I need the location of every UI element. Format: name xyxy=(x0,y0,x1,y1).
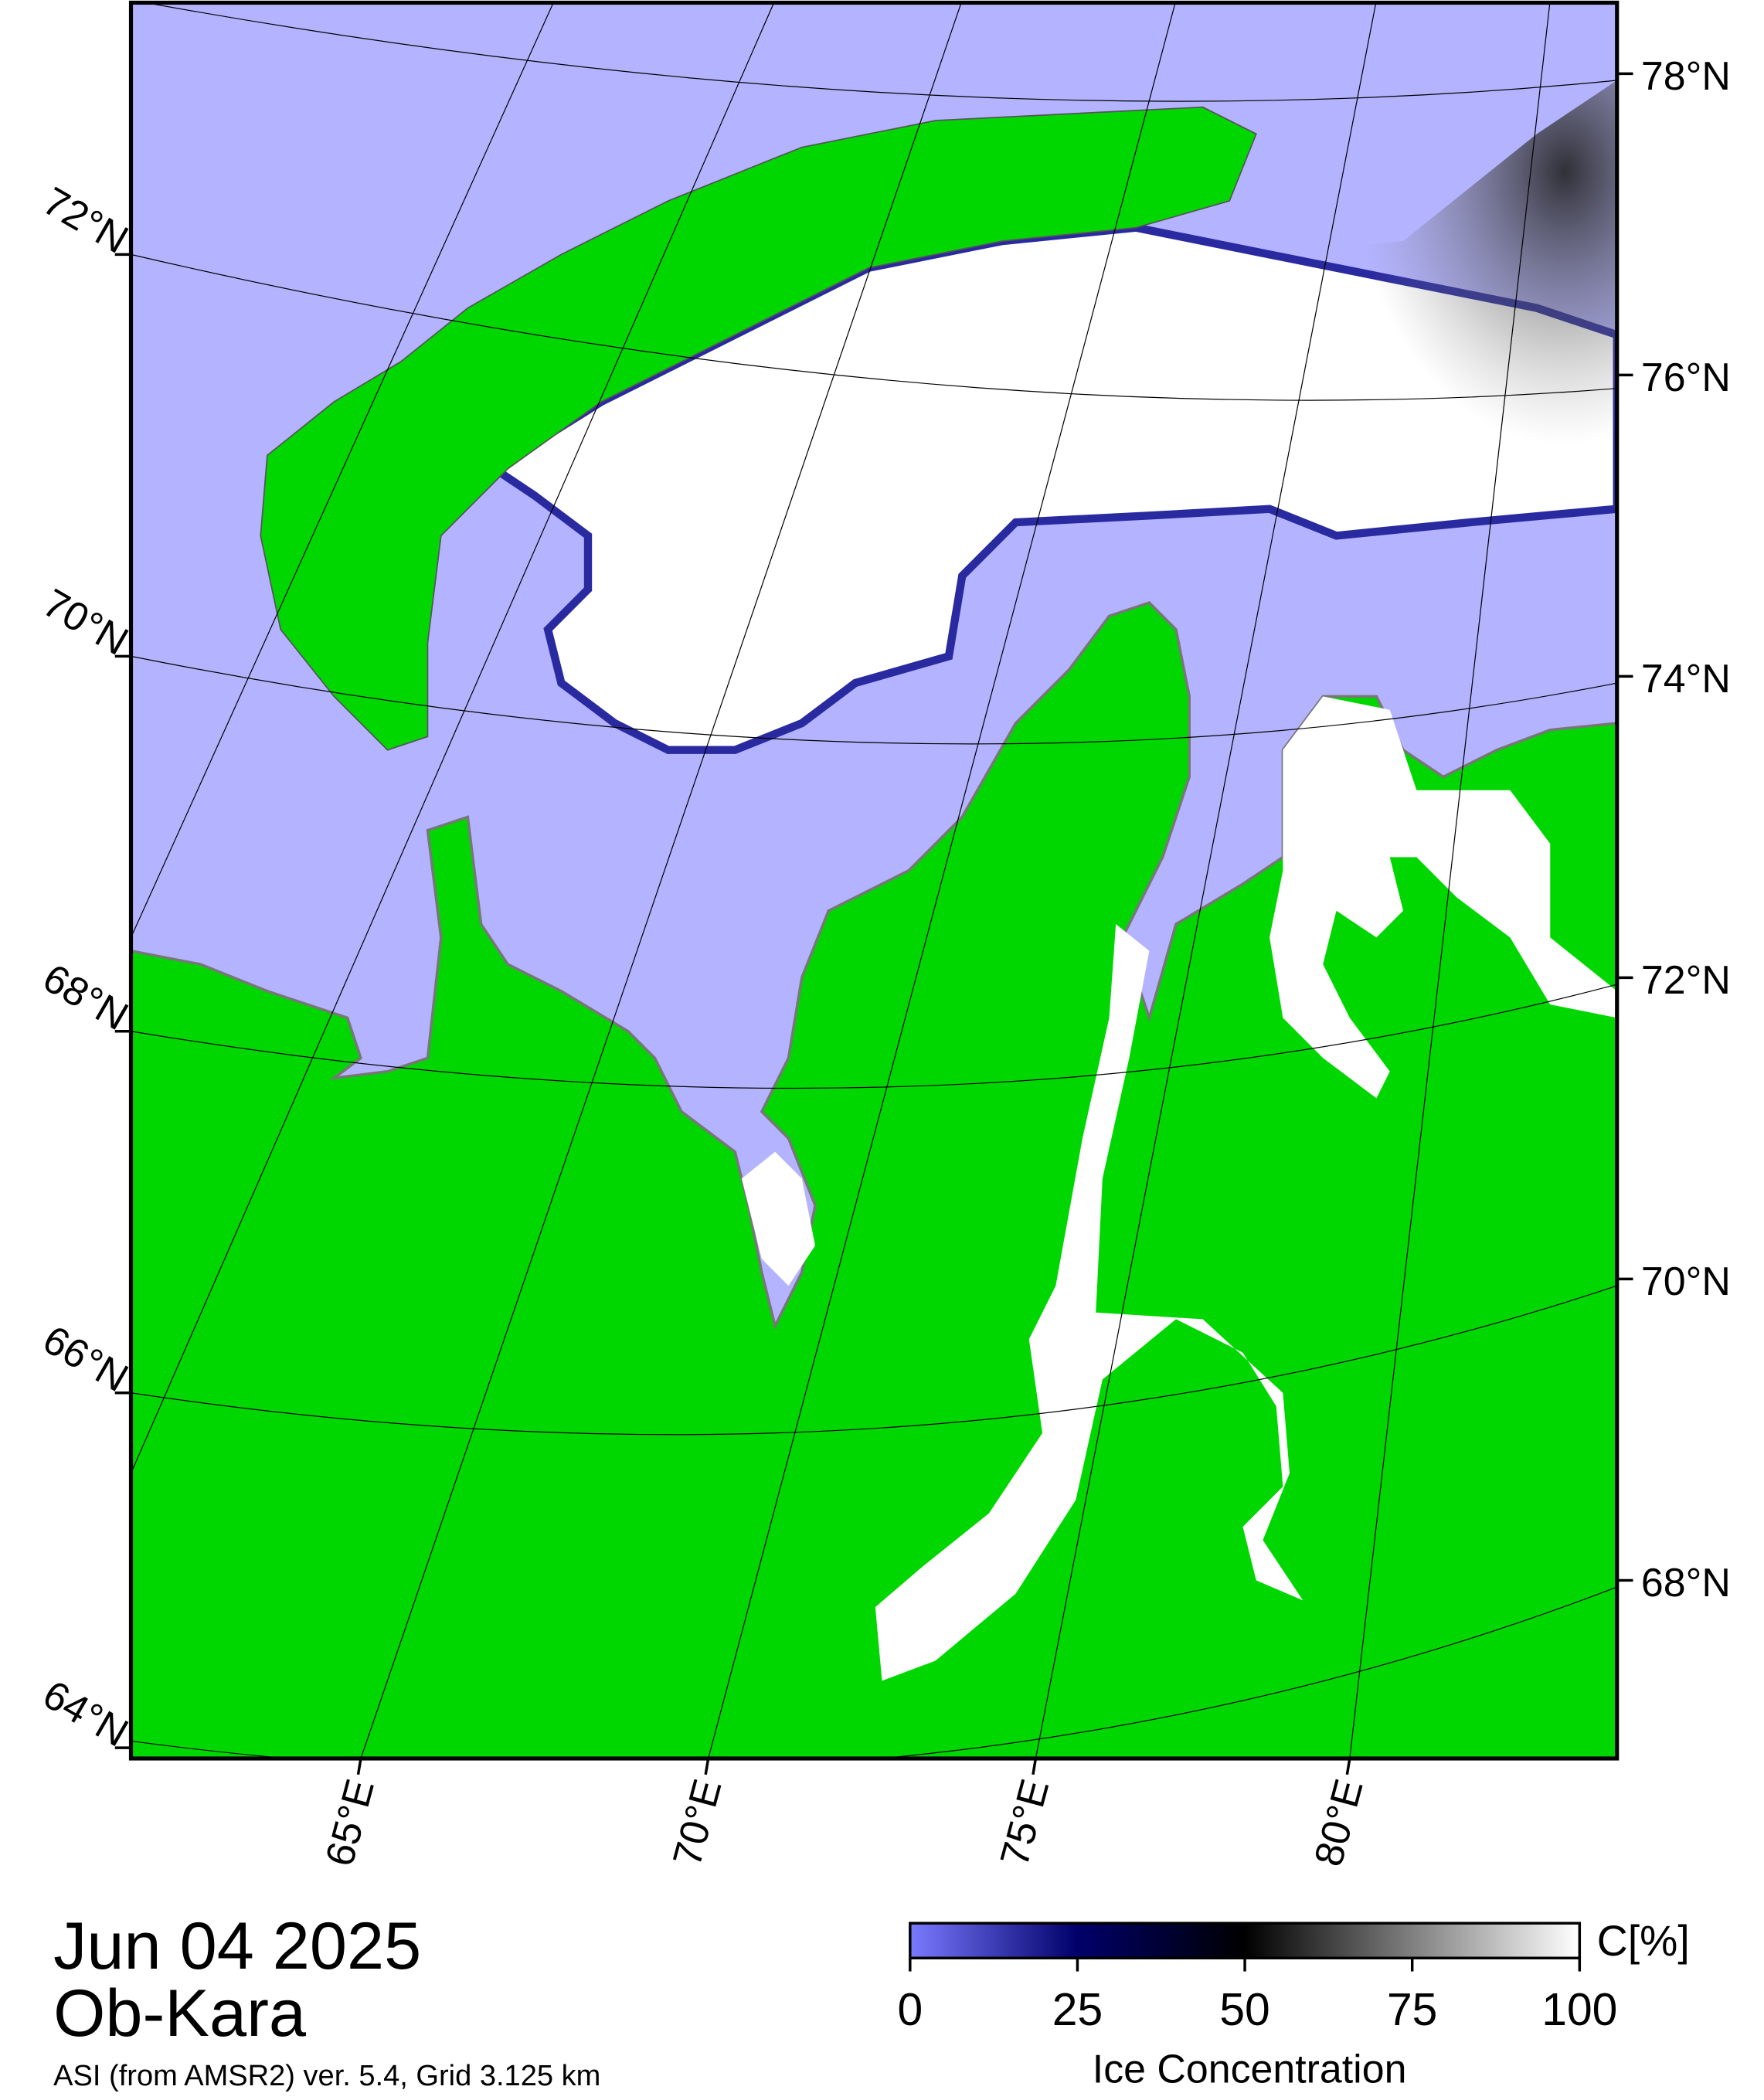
colorbar-unit: C[%] xyxy=(1597,1917,1690,1965)
latitude-label: 68°N xyxy=(1641,1561,1731,1606)
colorbar-tick-label: 75 xyxy=(1387,1985,1437,2035)
ob-bay-ice xyxy=(875,924,1303,1681)
colorbar-tick-label: 100 xyxy=(1541,1985,1617,2035)
parallel xyxy=(131,1285,1617,1436)
latitude-label: 72°N xyxy=(1641,958,1731,1003)
latitude-label: 76°N xyxy=(1641,355,1731,400)
parallel xyxy=(131,1586,1617,1758)
colorbar-tick-label: 25 xyxy=(1052,1985,1103,2035)
meridian xyxy=(360,2,962,1758)
graticule-tick xyxy=(1032,1758,1038,1775)
longitude-label: 70°E xyxy=(664,1775,730,1871)
colorbar-label: Ice Concentration xyxy=(1093,2047,1407,2092)
parallel xyxy=(131,984,1617,1089)
graticule-tick xyxy=(704,1758,710,1775)
meridian xyxy=(131,2,775,1474)
longitude-label: 75°E xyxy=(992,1775,1058,1871)
source-note: ASI (from AMSR2) ver. 5.4, Grid 3.125 km xyxy=(53,2060,600,2092)
latitude-label: 66°N xyxy=(36,1317,135,1401)
graticule-tick xyxy=(356,1758,362,1775)
graticule xyxy=(131,2,1617,1758)
map-frame xyxy=(128,0,1620,1761)
latitude-label: 78°N xyxy=(1641,54,1731,99)
parallel xyxy=(143,2,1617,102)
dense-pack-ice xyxy=(1269,80,1617,536)
latitude-label: 70°N xyxy=(1641,1259,1731,1304)
latitude-label: 68°N xyxy=(36,956,135,1039)
coastal-ice xyxy=(741,1151,816,1286)
mainland xyxy=(131,601,1617,1758)
latitude-label: 72°N xyxy=(36,178,135,262)
map-area xyxy=(131,2,1617,1758)
meridian xyxy=(1035,2,1377,1758)
graticule-tick xyxy=(1345,1758,1351,1775)
gydan-bay-ice xyxy=(1269,696,1617,1099)
longitude-label: 65°E xyxy=(318,1775,383,1871)
parallel xyxy=(131,253,1617,401)
meridian xyxy=(708,2,1176,1758)
latitude-label: 70°N xyxy=(36,580,135,664)
meridian xyxy=(131,2,554,938)
latitude-label: 74°N xyxy=(1641,657,1731,702)
colorbar xyxy=(909,1922,1582,1959)
latitude-label: 64°N xyxy=(36,1672,135,1755)
meridian xyxy=(1349,2,1551,1758)
colorbar-tick-label: 0 xyxy=(897,1985,923,2035)
parallel xyxy=(131,655,1617,745)
colorbar-tick-label: 50 xyxy=(1219,1985,1269,2035)
novaya-zemlya xyxy=(260,106,1257,751)
longitude-label: 80°E xyxy=(1306,1775,1371,1871)
region: Ob-Kara xyxy=(53,1976,307,2051)
date: Jun 04 2025 xyxy=(53,1909,421,1983)
